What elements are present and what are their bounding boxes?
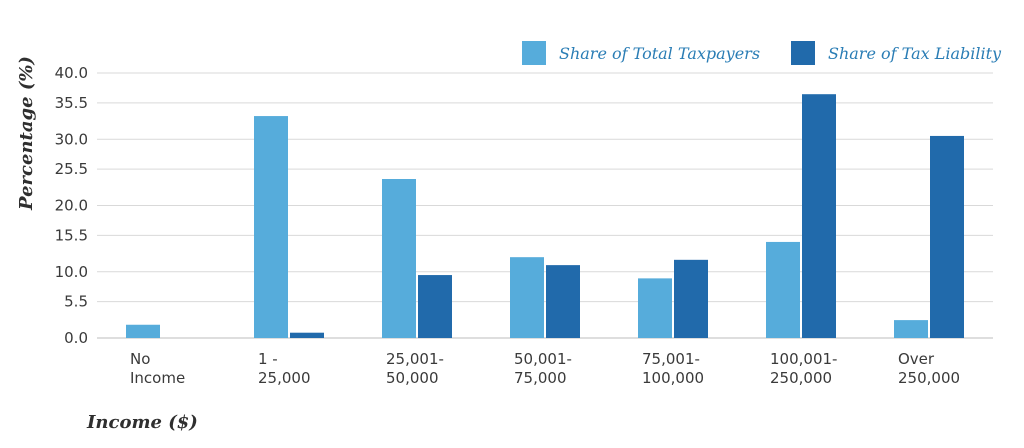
y-tick-label: 40.0: [55, 64, 88, 82]
bar-liability: [290, 332, 324, 338]
x-category-label: Income: [130, 369, 185, 387]
legend-label: Share of Tax Liability: [828, 44, 1002, 63]
x-category-label: 25,000: [258, 369, 311, 387]
x-category-label: 100,000: [642, 369, 704, 387]
bar-taxpayers: [382, 179, 416, 338]
x-category-label: No: [130, 350, 150, 368]
x-category-label: 100,001-: [770, 350, 837, 368]
x-category-label: 50,000: [386, 369, 439, 387]
bar-taxpayers: [510, 257, 544, 338]
bar-liability: [930, 135, 964, 338]
y-tick-label: 25.5: [55, 160, 88, 178]
bar-liability: [418, 275, 452, 338]
x-category-label: 1 -: [258, 350, 278, 368]
bar-taxpayers: [126, 324, 160, 338]
y-axis-ticks: 0.0 5.5 10.0 15.5 20.0 25.5 30.0 35.5 40.0: [55, 64, 88, 347]
bar-taxpayers: [638, 278, 672, 338]
legend-swatch: [791, 41, 815, 65]
y-tick-label: 30.0: [55, 130, 88, 148]
x-category-label: 25,001-: [386, 350, 444, 368]
legend: Share of Total Taxpayers Share of Tax Lia…: [522, 41, 1002, 65]
x-axis-title: Income ($): [86, 412, 198, 433]
x-category-label: 250,000: [898, 369, 960, 387]
y-tick-label: 0.0: [64, 329, 88, 347]
legend-swatch: [522, 41, 546, 65]
bar-taxpayers: [254, 116, 288, 338]
x-category-label: Over: [898, 350, 935, 368]
legend-label: Share of Total Taxpayers: [559, 44, 760, 63]
bar-liability: [802, 94, 836, 338]
gridlines: [97, 72, 993, 339]
bar-liability: [674, 259, 708, 338]
x-category-label: 75,000: [514, 369, 567, 387]
y-tick-label: 20.0: [55, 197, 88, 215]
bar-taxpayers: [766, 241, 800, 338]
bar-taxpayers: [894, 320, 928, 338]
y-tick-label: 10.0: [55, 263, 88, 281]
y-tick-label: 35.5: [55, 94, 88, 112]
bars: [126, 94, 964, 338]
x-category-label: 250,000: [770, 369, 832, 387]
x-category-label: 50,001-: [514, 350, 572, 368]
y-tick-label: 5.5: [64, 293, 88, 311]
y-tick-label: 15.5: [55, 226, 88, 244]
y-axis-title: Percentage (%): [16, 56, 37, 211]
x-category-label: 75,001-: [642, 350, 700, 368]
bar-liability: [546, 265, 580, 338]
